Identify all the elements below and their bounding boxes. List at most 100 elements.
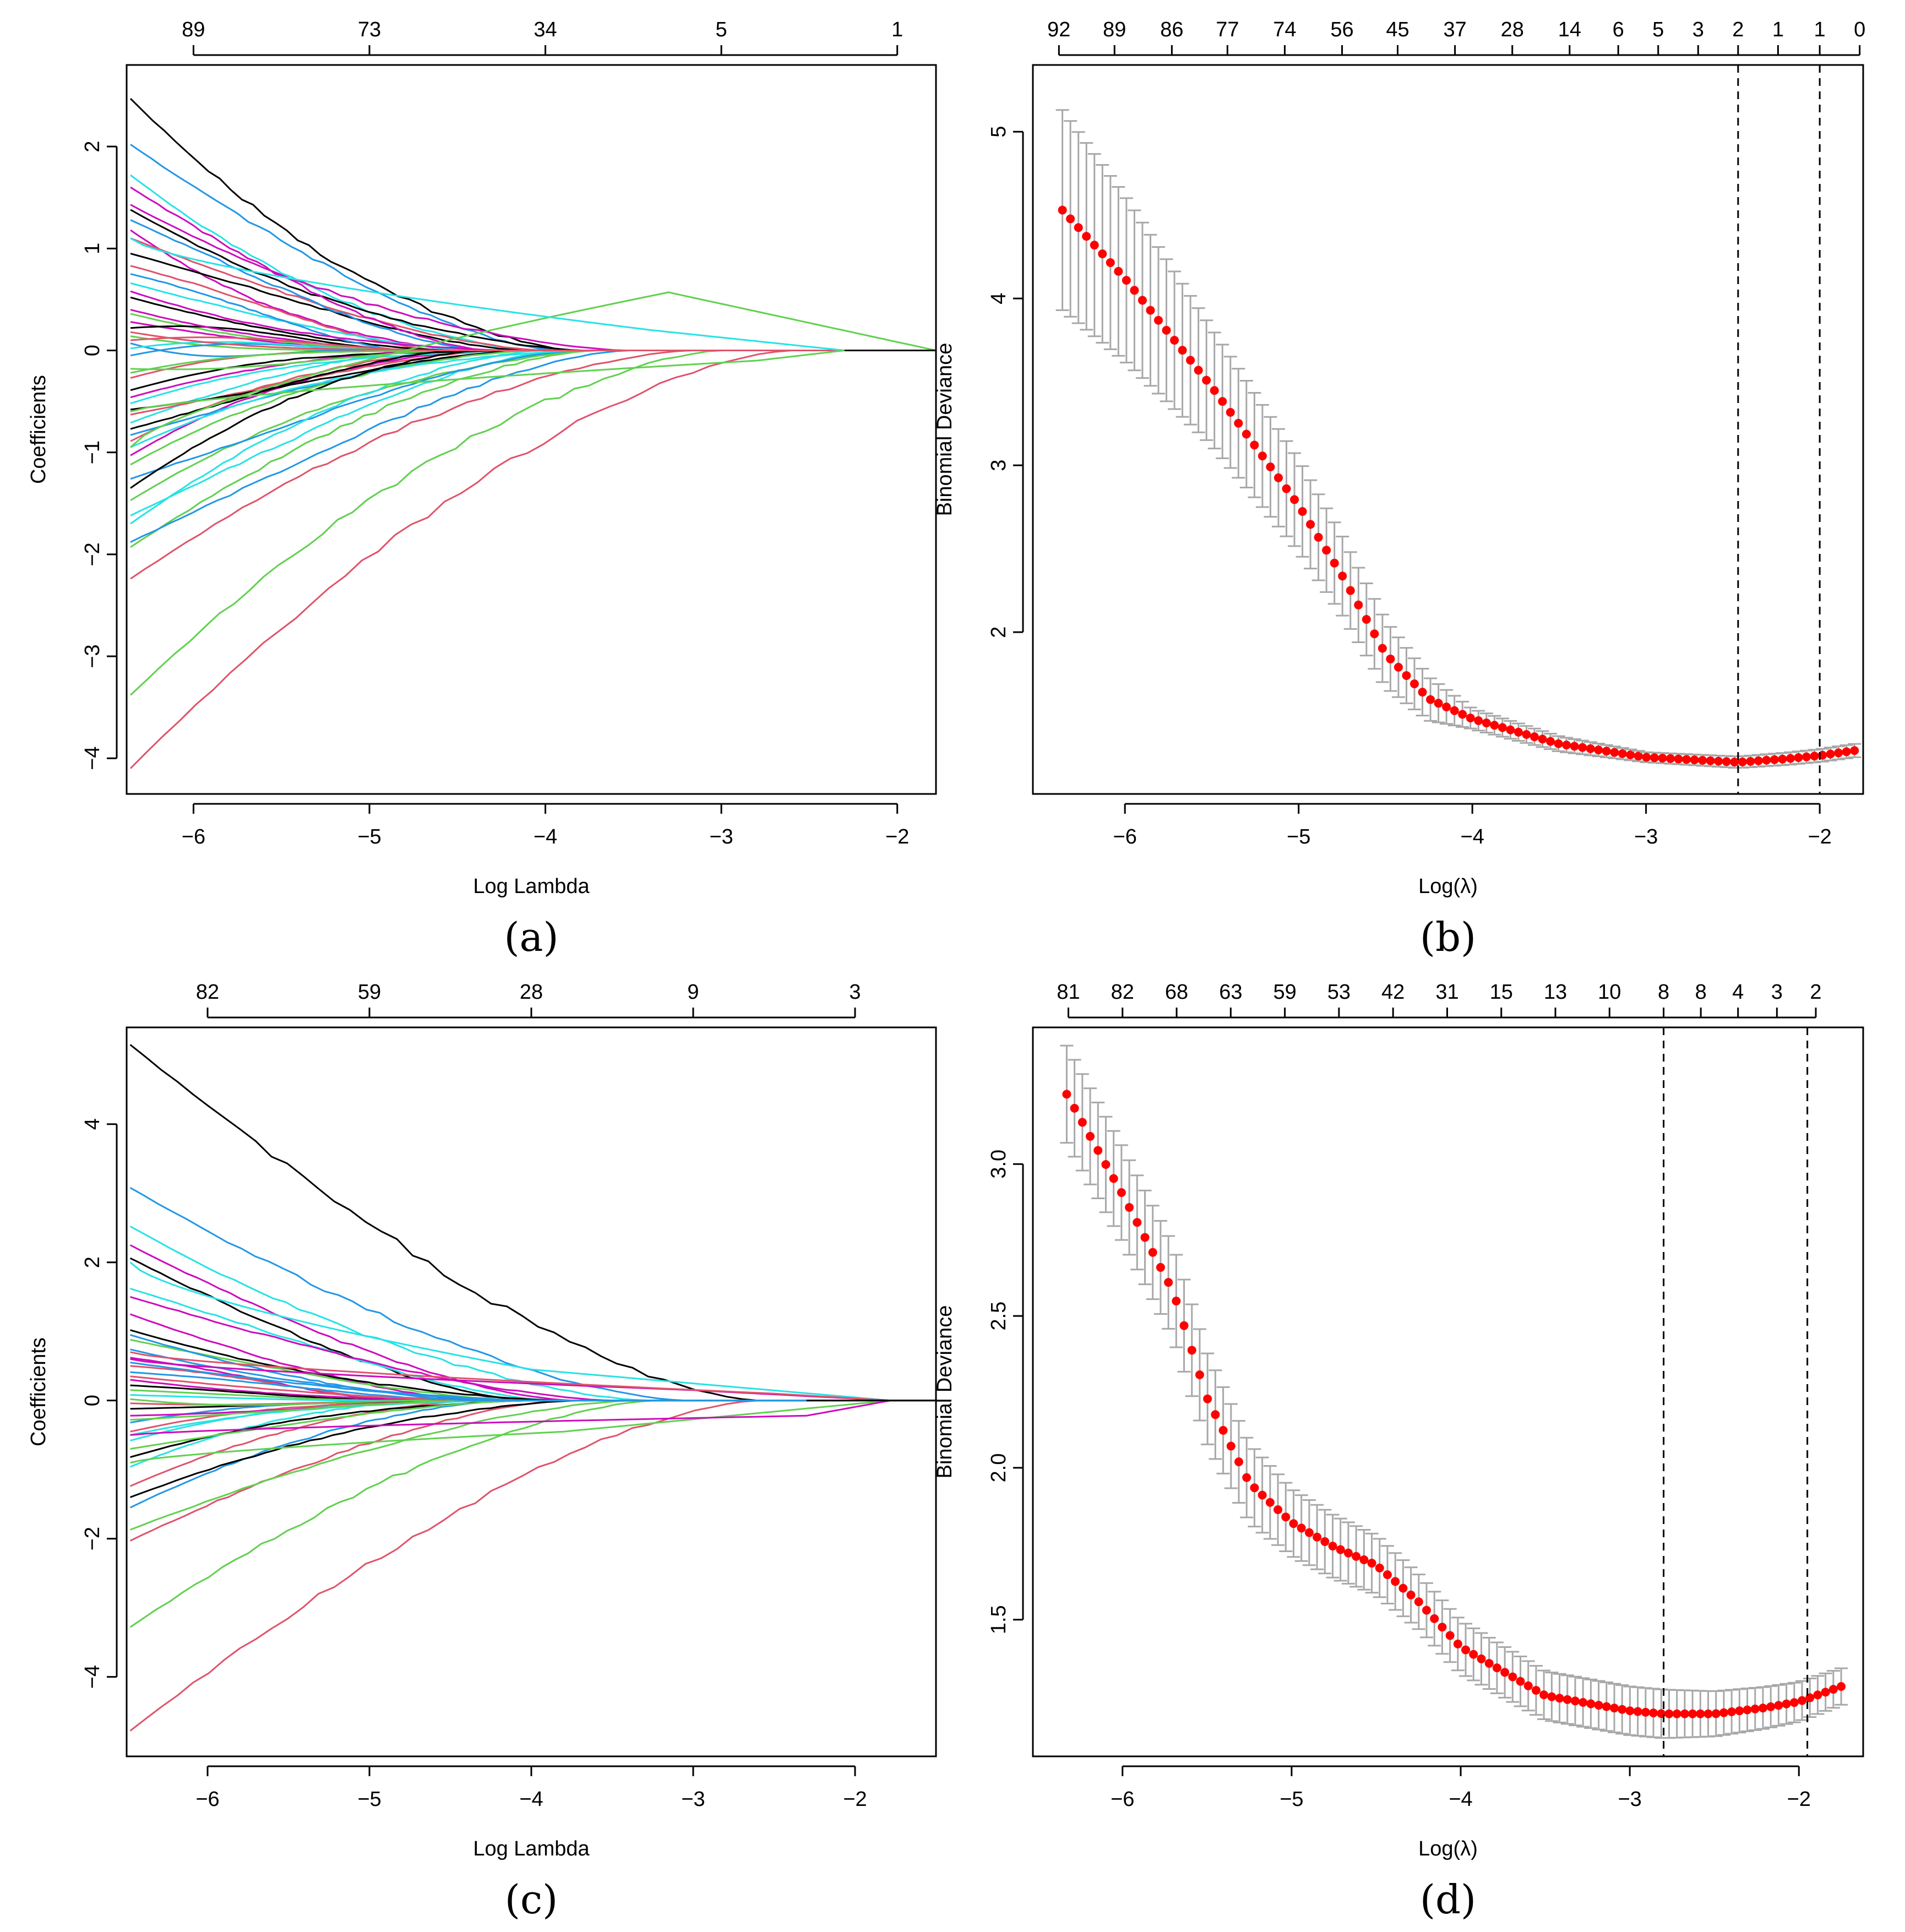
- deviance-point: [1125, 1203, 1134, 1212]
- deviance-point: [1754, 756, 1763, 765]
- deviance-point: [1586, 744, 1595, 753]
- coef-path: [129, 1261, 936, 1402]
- coef-path: [130, 144, 936, 351]
- deviance-point: [1735, 1706, 1744, 1716]
- deviance-point: [1579, 1697, 1588, 1707]
- deviance-point: [1430, 1614, 1439, 1623]
- deviance-point: [1130, 286, 1139, 295]
- coef-path: [130, 1400, 936, 1421]
- y-axis-title: Coefficients: [27, 1337, 50, 1446]
- deviance-point: [1789, 1698, 1799, 1707]
- deviance-point: [1837, 1682, 1846, 1691]
- deviance-point: [1058, 205, 1067, 215]
- deviance-point: [1066, 214, 1075, 224]
- deviance-point: [1563, 1695, 1572, 1704]
- deviance-point: [1101, 1160, 1111, 1169]
- coef-path: [130, 296, 936, 351]
- coef-path: [130, 350, 936, 466]
- deviance-point: [1172, 1297, 1181, 1306]
- top-tick-label: 31: [1435, 981, 1458, 1004]
- deviance-point: [1562, 741, 1571, 750]
- coef-path: [130, 350, 936, 371]
- y-tick-label: −4: [81, 747, 104, 770]
- y-tick-label: 5: [987, 126, 1010, 138]
- plot-area: [129, 98, 936, 769]
- deviance-point: [1122, 276, 1131, 285]
- deviance-point: [1453, 1639, 1462, 1648]
- deviance-point: [1375, 1563, 1384, 1572]
- top-tick-label: 3: [1692, 18, 1704, 41]
- deviance-point: [1719, 1708, 1728, 1717]
- coef-path: [130, 350, 936, 489]
- top-tick-label: 13: [1544, 981, 1567, 1004]
- deviance-point: [1762, 755, 1771, 765]
- deviance-point: [1402, 671, 1411, 680]
- deviance-point: [1782, 1699, 1791, 1708]
- x-tick-label: −5: [1287, 825, 1310, 848]
- coef-path: [130, 350, 936, 580]
- deviance-point: [1523, 1681, 1533, 1690]
- deviance-point: [1850, 746, 1859, 755]
- deviance-point: [1778, 754, 1787, 764]
- coef-path: [129, 1400, 936, 1498]
- deviance-point: [1187, 1346, 1196, 1355]
- coef-path: [130, 204, 936, 351]
- deviance-point: [1195, 1370, 1204, 1380]
- coef-path: [130, 1400, 936, 1450]
- top-tick-label: 1: [1772, 18, 1784, 41]
- deviance-point: [1250, 1483, 1259, 1493]
- deviance-point: [1730, 758, 1739, 767]
- coef-path: [130, 1379, 936, 1402]
- deviance-point: [1093, 1146, 1103, 1155]
- deviance-point: [1258, 451, 1267, 461]
- top-tick-label: 74: [1273, 18, 1296, 41]
- deviance-point: [1438, 1623, 1447, 1632]
- deviance-point: [1738, 757, 1747, 766]
- coef-path: [130, 290, 936, 351]
- deviance-point: [1570, 1696, 1580, 1706]
- deviance-point: [1203, 1394, 1212, 1403]
- deviance-point: [1688, 1709, 1697, 1718]
- top-tick-label: 8: [1695, 981, 1707, 1004]
- coef-path: [129, 1226, 936, 1402]
- coef-path: [130, 350, 936, 430]
- deviance-point: [1086, 1131, 1095, 1141]
- coef-path: [130, 209, 936, 351]
- panel-caption: (a): [504, 914, 558, 960]
- deviance-point: [1178, 346, 1187, 355]
- coef-path: [130, 1400, 936, 1436]
- deviance-point: [1226, 1441, 1235, 1451]
- coef-path: [130, 350, 936, 543]
- coef-path: [130, 336, 936, 351]
- deviance-point: [1539, 1690, 1549, 1700]
- deviance-point: [1466, 714, 1475, 723]
- top-tick-label: 53: [1327, 981, 1351, 1004]
- deviance-point: [1117, 1188, 1126, 1198]
- deviance-point: [1140, 1233, 1150, 1242]
- x-tick-label: −5: [1280, 1788, 1303, 1811]
- coef-path: [130, 1394, 936, 1402]
- top-tick-label: 68: [1165, 981, 1188, 1004]
- deviance-point: [1649, 1708, 1658, 1718]
- deviance-point: [1234, 1457, 1244, 1467]
- y-tick-label: −2: [81, 542, 104, 566]
- y-tick-label: −4: [81, 1665, 104, 1689]
- deviance-point: [1445, 1631, 1455, 1640]
- plot-area: [1060, 1044, 1848, 1739]
- coef-path: [129, 1400, 936, 1531]
- y-tick-label: 2.0: [987, 1454, 1010, 1483]
- coef-path: [130, 350, 936, 516]
- deviance-point: [1522, 730, 1531, 739]
- deviance-point: [1133, 1218, 1142, 1227]
- deviance-point: [1664, 1709, 1674, 1718]
- y-axis-title: Coefficients: [27, 375, 50, 484]
- deviance-point: [1082, 232, 1091, 241]
- deviance-point: [1578, 743, 1587, 752]
- deviance-point: [1530, 732, 1539, 742]
- coef-path: [130, 273, 936, 351]
- deviance-point: [1328, 1542, 1337, 1551]
- deviance-point: [1062, 1090, 1071, 1099]
- deviance-point: [1422, 1606, 1432, 1615]
- y-tick-label: 2.5: [987, 1302, 1010, 1331]
